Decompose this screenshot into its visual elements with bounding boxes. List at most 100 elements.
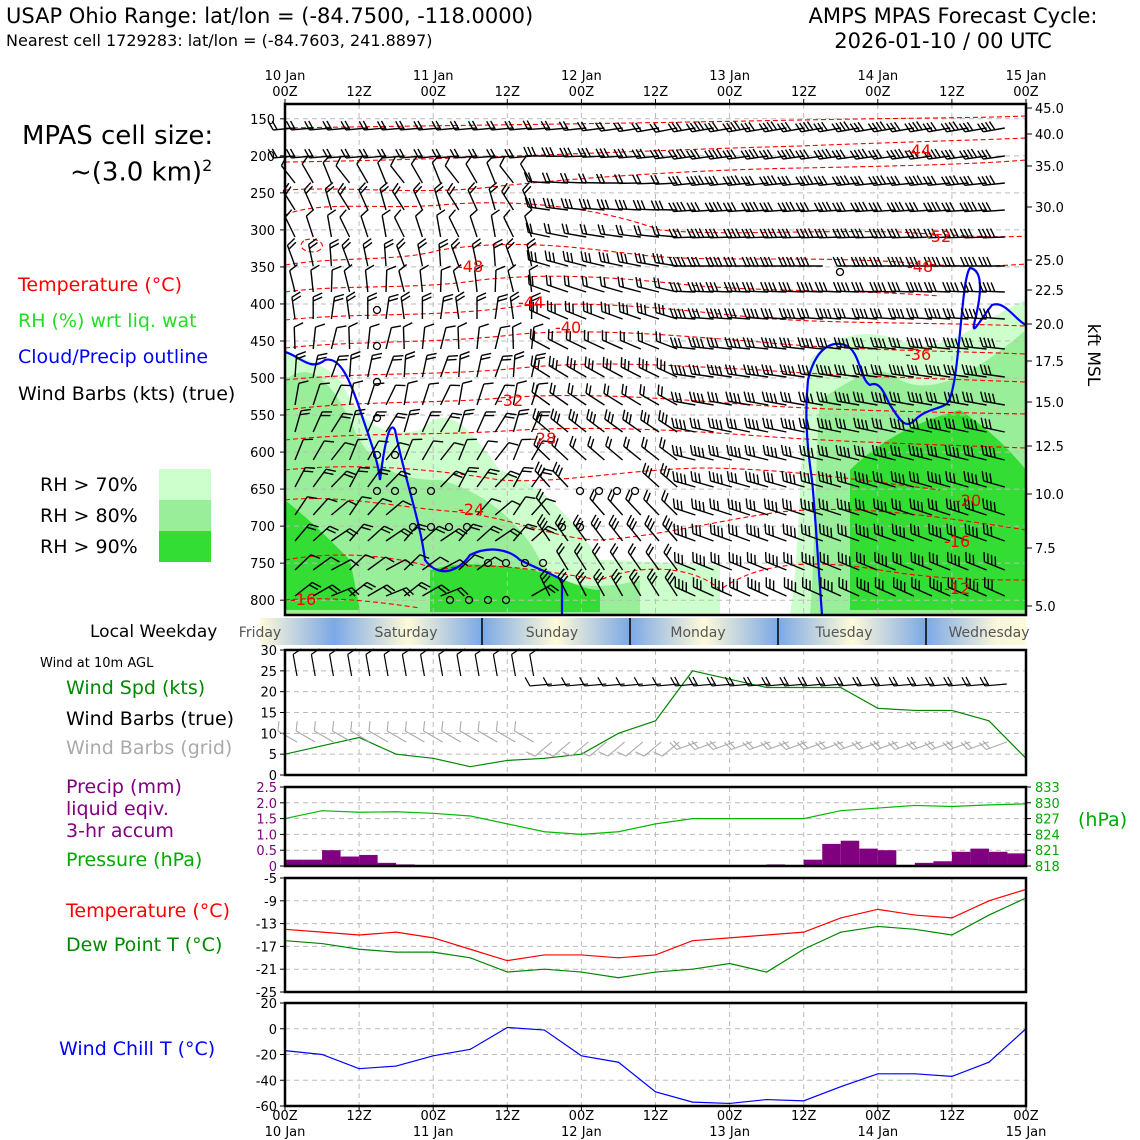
xs-ytick-label: 350 xyxy=(250,261,275,276)
wind-barb xyxy=(726,471,751,488)
wind-barb xyxy=(376,148,405,159)
wind-speed-line-point xyxy=(766,686,768,689)
station-title: USAP Ohio Range: lat/lon = (-84.7500, -1… xyxy=(6,4,534,28)
wind-barb xyxy=(421,411,442,433)
wind-barb xyxy=(301,155,314,184)
wind-barb xyxy=(872,471,896,488)
panel-ytick-label: -40 xyxy=(256,1074,277,1089)
top-tick-hour: 12Z xyxy=(495,85,521,100)
panel-ytick-label: -9 xyxy=(264,895,277,910)
wind-barb xyxy=(348,466,370,488)
wind-barb xyxy=(909,498,933,516)
wind-barb xyxy=(764,523,787,542)
wind-barb xyxy=(689,444,714,461)
wind-barb xyxy=(984,577,1006,597)
wind-barb xyxy=(724,676,753,687)
wind-barb xyxy=(908,471,933,488)
wind-speed-line-point xyxy=(803,686,805,689)
wind-barb xyxy=(943,676,971,687)
wind-barb xyxy=(940,149,969,160)
wind-barb xyxy=(421,556,450,571)
xs-y2tick-label: 22.5 xyxy=(1035,284,1064,299)
wind-barb xyxy=(965,577,987,597)
wind-barb xyxy=(963,471,987,488)
wind-barb xyxy=(385,354,404,378)
windchill-line-point xyxy=(988,1061,990,1063)
precip-bar xyxy=(988,851,1008,866)
wind-barb xyxy=(305,208,315,238)
wind-barb xyxy=(762,444,787,461)
top-tick-date: 14 Jan xyxy=(857,69,898,84)
panel-ytick-label: 10 xyxy=(260,727,277,742)
wind-barb xyxy=(925,364,951,378)
legend-barbs-true: Wind Barbs (true) xyxy=(66,708,235,730)
wind-barb xyxy=(294,581,322,597)
calm-marker xyxy=(483,558,493,568)
xs-ytick-label: 200 xyxy=(250,150,275,165)
wind-speed-line-point xyxy=(691,670,694,672)
calm-marker xyxy=(390,450,400,460)
wind-barb xyxy=(494,354,513,378)
temp-contour xyxy=(285,427,1026,449)
wind-barb xyxy=(746,523,769,542)
wind-barb xyxy=(686,149,714,160)
wind-barb xyxy=(886,121,914,133)
wind-barb xyxy=(512,466,534,488)
pressure-line-point xyxy=(766,818,768,820)
wind-barb xyxy=(727,523,751,542)
wind-barb xyxy=(672,471,696,488)
temperature-line-point xyxy=(691,940,694,942)
wind-barb xyxy=(940,121,969,133)
wind-barb xyxy=(672,498,696,516)
wind-barb xyxy=(579,677,607,687)
wind-barb xyxy=(524,677,552,687)
forecast-cycle-date: 2026-01-10 / 00 UTC xyxy=(834,29,1052,53)
wind-barb xyxy=(488,181,499,211)
wind-barb xyxy=(455,291,466,320)
wind-barb xyxy=(978,307,1005,320)
wind-barb xyxy=(631,122,660,133)
wind-barb xyxy=(656,357,678,378)
pressure-line-point xyxy=(951,805,953,808)
wind-barb xyxy=(961,364,987,378)
wind-barb xyxy=(780,444,805,461)
panel-frame xyxy=(283,785,1028,868)
wind-barb xyxy=(421,292,432,319)
temp-contour xyxy=(285,275,941,297)
panel-ytick-label: -13 xyxy=(256,918,277,933)
wind-barb xyxy=(595,121,623,132)
wind-barb xyxy=(294,351,307,378)
wind-barb xyxy=(440,470,466,488)
wind-barb xyxy=(433,181,444,211)
wind-barb xyxy=(469,208,478,238)
wind-barb xyxy=(815,337,842,350)
wind-barb xyxy=(887,281,914,293)
precip-bar xyxy=(359,854,378,866)
bottom-tick-hour: 00Z xyxy=(865,1109,891,1124)
wind-barb xyxy=(668,201,696,213)
temp-contour xyxy=(285,115,1026,129)
wind-barb xyxy=(565,329,587,350)
windchill-line-point xyxy=(766,1098,768,1101)
wind-barb xyxy=(978,281,1005,293)
wind-barb xyxy=(385,470,411,488)
wind-barb xyxy=(686,201,714,213)
wind-barb xyxy=(307,238,318,267)
wind-barb xyxy=(597,677,625,687)
wind-barb xyxy=(838,577,860,597)
precip-bar xyxy=(377,862,397,866)
wind-barb xyxy=(638,357,660,378)
wind-barb xyxy=(610,568,624,597)
wind-barb xyxy=(539,568,551,597)
wind-barb xyxy=(412,182,424,211)
bottom-tick-date: 10 Jan xyxy=(265,1125,306,1140)
wind-barb xyxy=(689,417,714,433)
wind-barb xyxy=(621,383,642,406)
wind-barb xyxy=(494,384,515,406)
wind-barb xyxy=(337,182,351,211)
wind-barb xyxy=(505,237,515,267)
wind-barb xyxy=(977,228,1005,239)
wind-barb xyxy=(423,721,443,743)
dewpoint-line-point xyxy=(395,951,397,953)
